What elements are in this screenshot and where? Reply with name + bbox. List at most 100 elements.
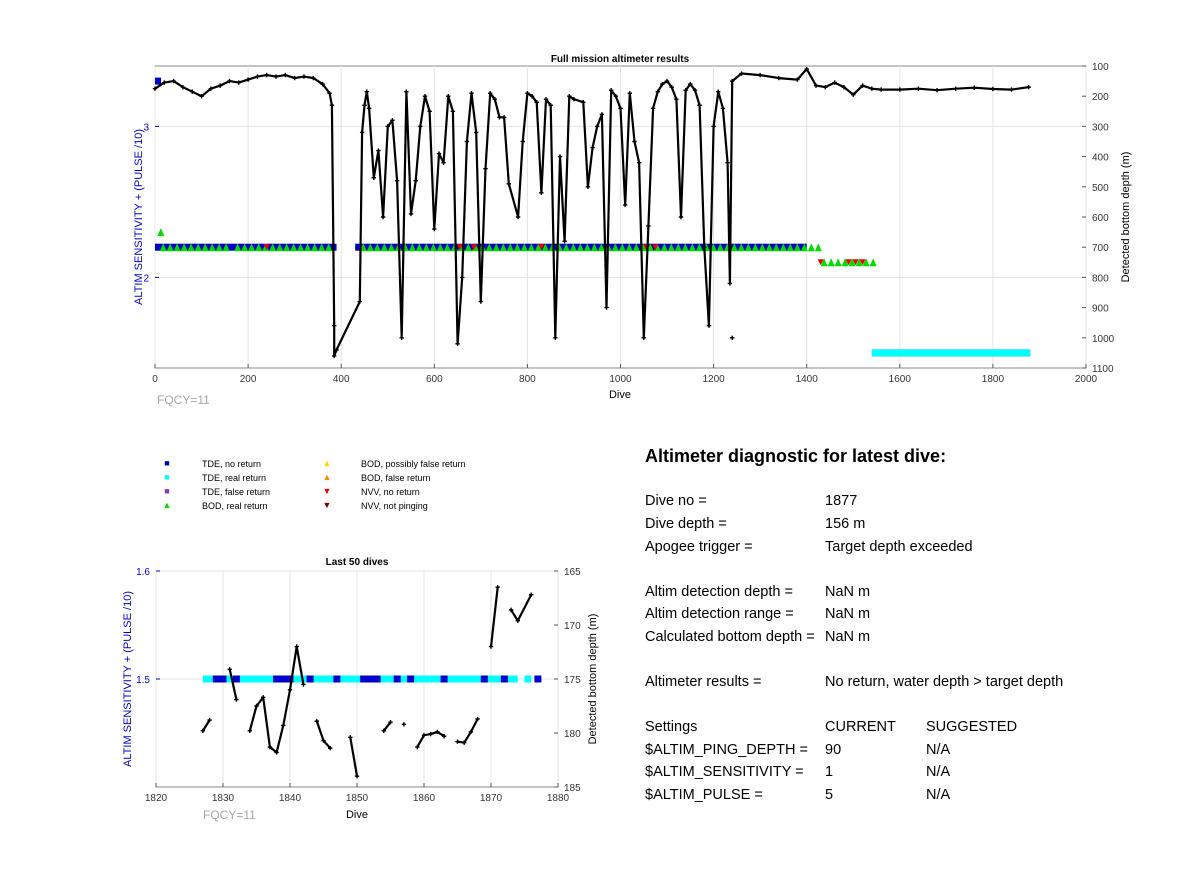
- diagnostic-title: Altimeter diagnostic for latest dive:: [645, 446, 947, 466]
- tde-marker: [407, 675, 415, 683]
- bottom-chart-marks: [200, 585, 542, 779]
- depth-point: [376, 148, 381, 153]
- depth-point: [622, 202, 628, 208]
- x-tick-label: 1830: [212, 793, 235, 804]
- depth-point: [571, 97, 577, 102]
- depth-point: [436, 151, 442, 156]
- tde-marker: [534, 675, 542, 683]
- tde-marker: [273, 675, 281, 683]
- depth-point: [716, 89, 721, 94]
- depth-point: [348, 735, 353, 740]
- depth-point: [1026, 84, 1031, 90]
- blue-square-icon: ■: [164, 458, 170, 468]
- nvv-marker: [538, 244, 545, 251]
- yellow-triangle-icon: ▲: [322, 458, 332, 468]
- x-tick-label: 800: [519, 374, 536, 385]
- x-tick-label: 1800: [982, 374, 1005, 385]
- right-tick-label: 300: [1092, 122, 1109, 133]
- right-tick-label: 400: [1092, 153, 1109, 164]
- depth-point: [851, 92, 856, 97]
- depth-point: [332, 353, 337, 359]
- cyan-square-icon: ■: [164, 472, 170, 482]
- depth-point: [364, 89, 370, 94]
- depth-point: [381, 728, 386, 734]
- depth-line: [315, 720, 332, 749]
- left-tick-label: 1.5: [136, 675, 150, 686]
- depth-line: [201, 719, 211, 732]
- depth-point: [455, 341, 460, 347]
- nvv-marker: [456, 244, 463, 251]
- purple-square-icon: ■: [164, 486, 170, 496]
- depth-point: [432, 226, 437, 232]
- depth-point: [934, 87, 940, 93]
- depth-point: [301, 682, 306, 687]
- right-tick-label: 165: [564, 567, 581, 578]
- x-tick-label: 1850: [346, 793, 369, 804]
- depth-line: [228, 669, 238, 700]
- depth-point: [487, 90, 493, 96]
- green-triangle-icon: ▲: [162, 500, 172, 510]
- depth-point: [380, 214, 386, 220]
- depth-point: [199, 94, 204, 99]
- depth-point: [534, 100, 539, 105]
- nvv-marker: [859, 259, 866, 266]
- depth-point: [548, 103, 553, 108]
- bod-triangle-band: [157, 228, 165, 237]
- legend: ■ TDE, no return ■ TDE, real return ■ TD…: [160, 458, 520, 518]
- depth-point: [720, 106, 726, 111]
- left-tick-label: 2: [143, 273, 149, 284]
- top-fqcy-note: FQCY=11: [157, 393, 210, 407]
- depth-point: [841, 84, 847, 90]
- depth-point: [878, 87, 884, 92]
- depth-point: [529, 592, 534, 597]
- depth-point: [860, 83, 865, 88]
- bottom-chart-title: Last 50 dives: [326, 557, 389, 568]
- depth-point: [446, 94, 451, 99]
- depth-point: [234, 697, 239, 702]
- depth-point: [683, 87, 688, 93]
- depth-point: [227, 667, 232, 672]
- depth-point: [916, 86, 921, 91]
- depth-point: [478, 299, 484, 304]
- x-tick-label: 0: [152, 374, 158, 385]
- depth-point: [488, 644, 494, 649]
- depth-point: [388, 720, 393, 725]
- depth-point: [706, 323, 712, 328]
- depth-point: [464, 139, 470, 144]
- right-tick-label: 800: [1092, 273, 1109, 284]
- depth-point: [776, 75, 781, 81]
- depth-point: [813, 83, 819, 88]
- x-tick-label: 200: [240, 374, 257, 385]
- depth-point: [413, 178, 418, 183]
- depth-point: [334, 347, 339, 353]
- darkred-triangle-down-icon: ▼: [322, 500, 332, 510]
- depth-point: [590, 145, 595, 150]
- depth-point: [329, 103, 335, 108]
- tde-marker: [480, 675, 488, 683]
- depth-point: [655, 89, 660, 94]
- depth-point: [543, 97, 549, 102]
- depth-point: [497, 115, 502, 120]
- depth-point: [236, 80, 241, 85]
- depth-point: [595, 124, 600, 129]
- depth-point: [287, 687, 293, 692]
- x-tick-label: 1000: [609, 374, 632, 385]
- depth-point: [460, 275, 465, 280]
- depth-point: [362, 103, 367, 108]
- right-tick-label: 600: [1092, 213, 1109, 224]
- right-tick-label: 100: [1092, 62, 1109, 73]
- depth-point: [217, 83, 223, 88]
- full-mission-chart: Full mission altimeter results 0 200 400 60…: [133, 54, 1132, 407]
- depth-point: [692, 87, 698, 93]
- top-chart-marks: [152, 66, 1031, 359]
- depth-point: [441, 734, 447, 739]
- right-tick-label: 1100: [1092, 364, 1114, 375]
- bottom-x-ticks: 1820 1830 1840 1850 1860 1870 1880: [145, 783, 570, 804]
- depth-point: [832, 80, 837, 85]
- right-tick-label: 500: [1092, 183, 1109, 194]
- left-tick-label: 1.6: [136, 567, 150, 578]
- depth-point: [650, 106, 656, 111]
- depth-point: [501, 115, 507, 120]
- depth-point: [525, 90, 530, 96]
- depth-point: [264, 72, 269, 78]
